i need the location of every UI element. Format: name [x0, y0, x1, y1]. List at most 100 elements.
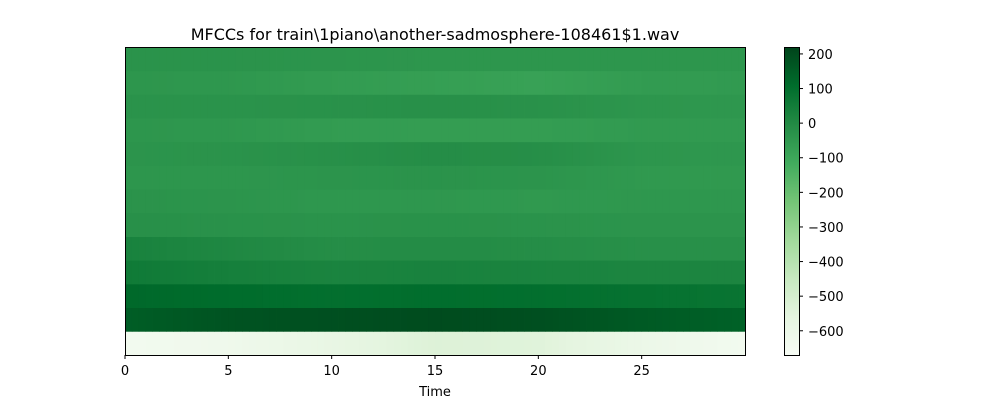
heatmap-cell	[710, 70, 718, 95]
heatmap-cell	[455, 165, 463, 190]
heatmap-cell	[662, 283, 670, 309]
heatmap-cell	[159, 331, 167, 356]
heatmap-cell	[283, 283, 291, 309]
heatmap-cell	[207, 165, 215, 190]
heatmap-cell	[717, 212, 725, 237]
heatmap-cell	[579, 283, 587, 309]
heatmap-cell	[290, 283, 298, 309]
heatmap-cell	[159, 236, 167, 261]
heatmap-cell	[352, 118, 360, 143]
heatmap-cell	[510, 236, 519, 261]
heatmap-cell	[187, 47, 195, 72]
heatmap-cell	[428, 212, 436, 237]
heatmap-cell	[338, 94, 346, 119]
heatmap-cell	[545, 260, 553, 285]
heatmap-cell	[641, 331, 649, 356]
heatmap-cell	[517, 283, 525, 309]
heatmap-cell	[600, 118, 608, 143]
heatmap-cell	[531, 70, 539, 95]
heatmap-cell	[414, 70, 422, 95]
heatmap-cell	[428, 70, 436, 95]
heatmap-cell	[366, 94, 374, 119]
heatmap-cell	[689, 260, 698, 285]
heatmap-cell	[614, 283, 622, 309]
heatmap-cell	[228, 165, 236, 190]
heatmap-cell	[689, 70, 698, 95]
heatmap-cell	[710, 236, 718, 261]
heatmap-cell	[317, 70, 326, 95]
heatmap-cell	[710, 307, 718, 332]
heatmap-cell	[214, 236, 222, 261]
heatmap-cell	[503, 189, 512, 214]
heatmap-cell	[214, 189, 222, 214]
heatmap-cell	[648, 165, 656, 190]
heatmap-cell	[338, 47, 346, 72]
heatmap-cell	[586, 307, 594, 332]
heatmap-cell	[614, 141, 622, 166]
heatmap-cell	[324, 189, 333, 214]
heatmap-cell	[531, 165, 539, 190]
heatmap-cell	[738, 189, 746, 214]
heatmap-cell	[621, 94, 629, 119]
x-tick-label: 5	[224, 364, 232, 379]
heatmap-cell	[276, 189, 284, 214]
heatmap-cell	[428, 331, 436, 356]
heatmap-cell	[138, 94, 147, 119]
heatmap-cell	[655, 94, 663, 119]
heatmap-cell	[131, 118, 140, 143]
heatmap-cell	[283, 118, 291, 143]
heatmap-cell	[324, 236, 333, 261]
heatmap-cell	[538, 283, 546, 309]
heatmap-cell	[627, 118, 636, 143]
heatmap-cell	[393, 283, 401, 309]
heatmap-cell	[545, 47, 553, 72]
heatmap-cell	[559, 141, 567, 166]
heatmap-cell	[524, 236, 532, 261]
heatmap-cell	[228, 189, 236, 214]
heatmap-cell	[524, 260, 532, 285]
heatmap-cell	[538, 165, 546, 190]
colorbar-axis: 200 100 0 −100 −200 −300 −400 −500 −600	[799, 48, 844, 340]
heatmap-cell	[297, 189, 305, 214]
colorbar-tick-label: −500	[808, 290, 844, 305]
heatmap-cell	[662, 331, 670, 356]
heatmap-cell	[414, 189, 422, 214]
heatmap-cell	[476, 307, 484, 332]
heatmap-cell	[131, 307, 140, 332]
heatmap-cell	[173, 189, 181, 214]
heatmap-cell	[221, 236, 229, 261]
heatmap-cell	[586, 283, 594, 309]
heatmap-cell	[214, 307, 222, 332]
heatmap-cell	[738, 331, 746, 356]
heatmap-cell	[345, 236, 353, 261]
heatmap-cell	[655, 70, 663, 95]
heatmap-cell	[662, 165, 670, 190]
heatmap-cell	[710, 189, 718, 214]
heatmap-cell	[689, 118, 698, 143]
heatmap-cell	[352, 189, 360, 214]
heatmap-cell	[634, 236, 643, 261]
heatmap-cell	[689, 283, 698, 309]
heatmap-cell	[448, 307, 457, 332]
heatmap-cell	[621, 189, 629, 214]
heatmap-cell	[538, 189, 546, 214]
heatmap-cell	[421, 118, 429, 143]
heatmap-cell	[407, 165, 415, 190]
colorbar-tick-label: −100	[808, 152, 844, 167]
heatmap-cell	[193, 236, 202, 261]
heatmap-cell	[483, 236, 491, 261]
heatmap-cell	[366, 331, 374, 356]
heatmap-cell	[634, 331, 643, 356]
heatmap-cell	[614, 70, 622, 95]
heatmap-cell	[538, 94, 546, 119]
heatmap-cell	[214, 331, 222, 356]
heatmap-cell	[193, 94, 202, 119]
heatmap-cell	[235, 236, 243, 261]
heatmap-cell	[524, 141, 532, 166]
heatmap-cell	[131, 189, 140, 214]
heatmap-cell	[193, 165, 202, 190]
heatmap-cell	[559, 118, 567, 143]
heatmap-cell	[345, 212, 353, 237]
heatmap-cell	[600, 47, 608, 72]
heatmap-cell	[586, 141, 594, 166]
